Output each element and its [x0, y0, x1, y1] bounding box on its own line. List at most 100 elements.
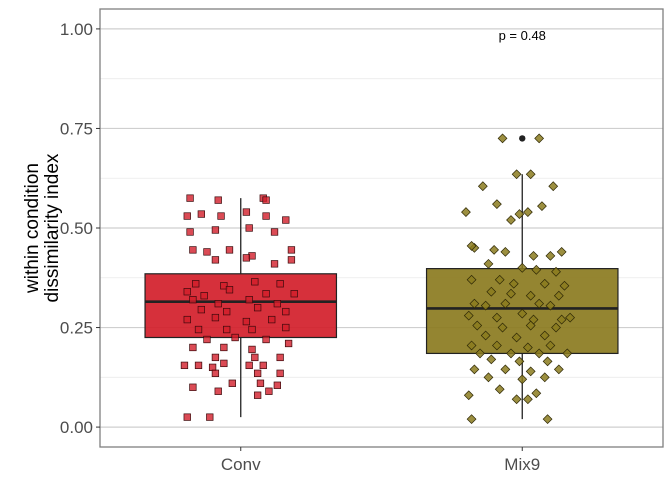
- data-point-conv: [186, 194, 194, 202]
- data-point-mix9: [511, 394, 522, 405]
- data-point-mix9: [551, 266, 561, 277]
- data-point-mix9: [483, 372, 494, 383]
- data-point-mix9: [500, 298, 511, 309]
- data-point-mix9: [461, 207, 471, 217]
- data-point-mix9: [534, 298, 545, 309]
- data-point-conv: [194, 325, 203, 334]
- data-point-conv: [211, 353, 220, 362]
- data-point-conv: [287, 246, 296, 254]
- data-point-conv: [189, 383, 197, 391]
- data-point-conv: [287, 256, 296, 264]
- data-point-mix9: [475, 348, 485, 359]
- data-point-mix9: [525, 169, 536, 180]
- data-point-mix9: [511, 332, 522, 343]
- x-axis-ticks: Conv Mix9: [221, 447, 540, 474]
- data-point-mix9: [466, 274, 477, 285]
- data-point-conv: [214, 387, 222, 395]
- data-point-mix9: [522, 207, 533, 217]
- data-point-conv: [223, 307, 231, 316]
- data-point-mix9: [562, 348, 573, 359]
- data-point-conv: [220, 343, 228, 352]
- data-point-conv: [211, 256, 220, 264]
- data-point-conv: [259, 361, 267, 370]
- y-axis-ticks: 0.00 0.25 0.50 0.75 1.00: [60, 20, 100, 437]
- data-point-mix9: [486, 286, 497, 297]
- data-point-conv: [276, 353, 284, 362]
- data-point-conv: [214, 300, 222, 308]
- data-point-conv: [186, 228, 194, 236]
- data-point-mix9: [542, 414, 553, 425]
- data-point-conv: [231, 333, 239, 342]
- data-point-conv: [225, 246, 234, 254]
- data-point-conv: [245, 296, 253, 304]
- data-point-mix9: [469, 364, 480, 375]
- data-point-mix9: [528, 250, 539, 261]
- data-point-mix9: [463, 390, 474, 401]
- data-point-mix9: [534, 133, 545, 144]
- y-axis-title-line: dissimilarity index: [42, 153, 63, 302]
- data-point-mix9: [500, 364, 511, 375]
- data-point-mix9: [472, 320, 483, 331]
- data-point-mix9: [517, 262, 528, 273]
- data-point-conv: [211, 226, 220, 234]
- jitter-points: [180, 133, 575, 425]
- data-point-mix9: [522, 394, 533, 405]
- data-point-conv: [253, 391, 262, 399]
- data-point-mix9: [531, 388, 542, 399]
- data-point-conv: [203, 248, 211, 256]
- data-point-mix9: [553, 290, 564, 301]
- data-point-mix9: [531, 264, 542, 275]
- data-point-conv: [183, 288, 191, 296]
- data-point-mix9: [539, 372, 550, 383]
- x-tick-label: Conv: [221, 455, 261, 474]
- data-point-mix9: [525, 290, 536, 301]
- data-point-mix9: [542, 356, 553, 367]
- data-point-mix9: [553, 364, 564, 375]
- data-point-mix9: [545, 250, 556, 261]
- data-point-mix9: [477, 181, 488, 192]
- data-point-conv: [228, 379, 236, 387]
- data-point-conv: [192, 280, 200, 288]
- data-point-conv: [197, 210, 205, 218]
- data-point-mix9: [556, 314, 567, 325]
- data-point-conv: [217, 212, 225, 220]
- data-point-mix9: [489, 245, 499, 255]
- data-point-conv: [253, 369, 262, 377]
- data-point-mix9: [534, 348, 545, 359]
- data-point-conv: [189, 296, 197, 304]
- data-point-mix9: [525, 366, 536, 377]
- data-point-conv: [282, 216, 290, 224]
- data-point-conv: [282, 307, 290, 316]
- data-point-conv: [242, 208, 251, 216]
- data-point-conv: [197, 305, 205, 314]
- data-point-conv: [273, 300, 281, 308]
- data-point-mix9: [492, 312, 502, 323]
- data-point-mix9: [506, 215, 516, 225]
- data-point-conv: [290, 290, 298, 298]
- data-point-mix9: [559, 280, 570, 291]
- data-point-conv: [262, 335, 270, 344]
- data-point-conv: [203, 335, 211, 344]
- data-point-conv: [183, 315, 191, 324]
- data-point-conv: [208, 363, 217, 372]
- data-point-conv: [256, 379, 265, 387]
- data-point-mix9: [565, 312, 575, 323]
- data-point-conv: [251, 278, 259, 286]
- data-point-mix9: [466, 414, 477, 425]
- data-point-conv: [273, 381, 281, 389]
- data-point-conv: [211, 313, 220, 322]
- data-point-conv: [183, 413, 191, 421]
- y-tick-label: 0.75: [60, 119, 93, 138]
- data-point-mix9: [506, 348, 516, 359]
- data-point-conv: [220, 282, 228, 290]
- data-point-conv: [194, 361, 203, 370]
- boxes: [144, 135, 619, 420]
- y-tick-label: 0.00: [60, 418, 93, 437]
- data-point-mix9: [517, 308, 528, 319]
- data-point-mix9: [469, 298, 480, 309]
- data-point-mix9: [508, 278, 519, 289]
- outlier-point: [519, 135, 526, 142]
- data-point-conv: [242, 254, 251, 262]
